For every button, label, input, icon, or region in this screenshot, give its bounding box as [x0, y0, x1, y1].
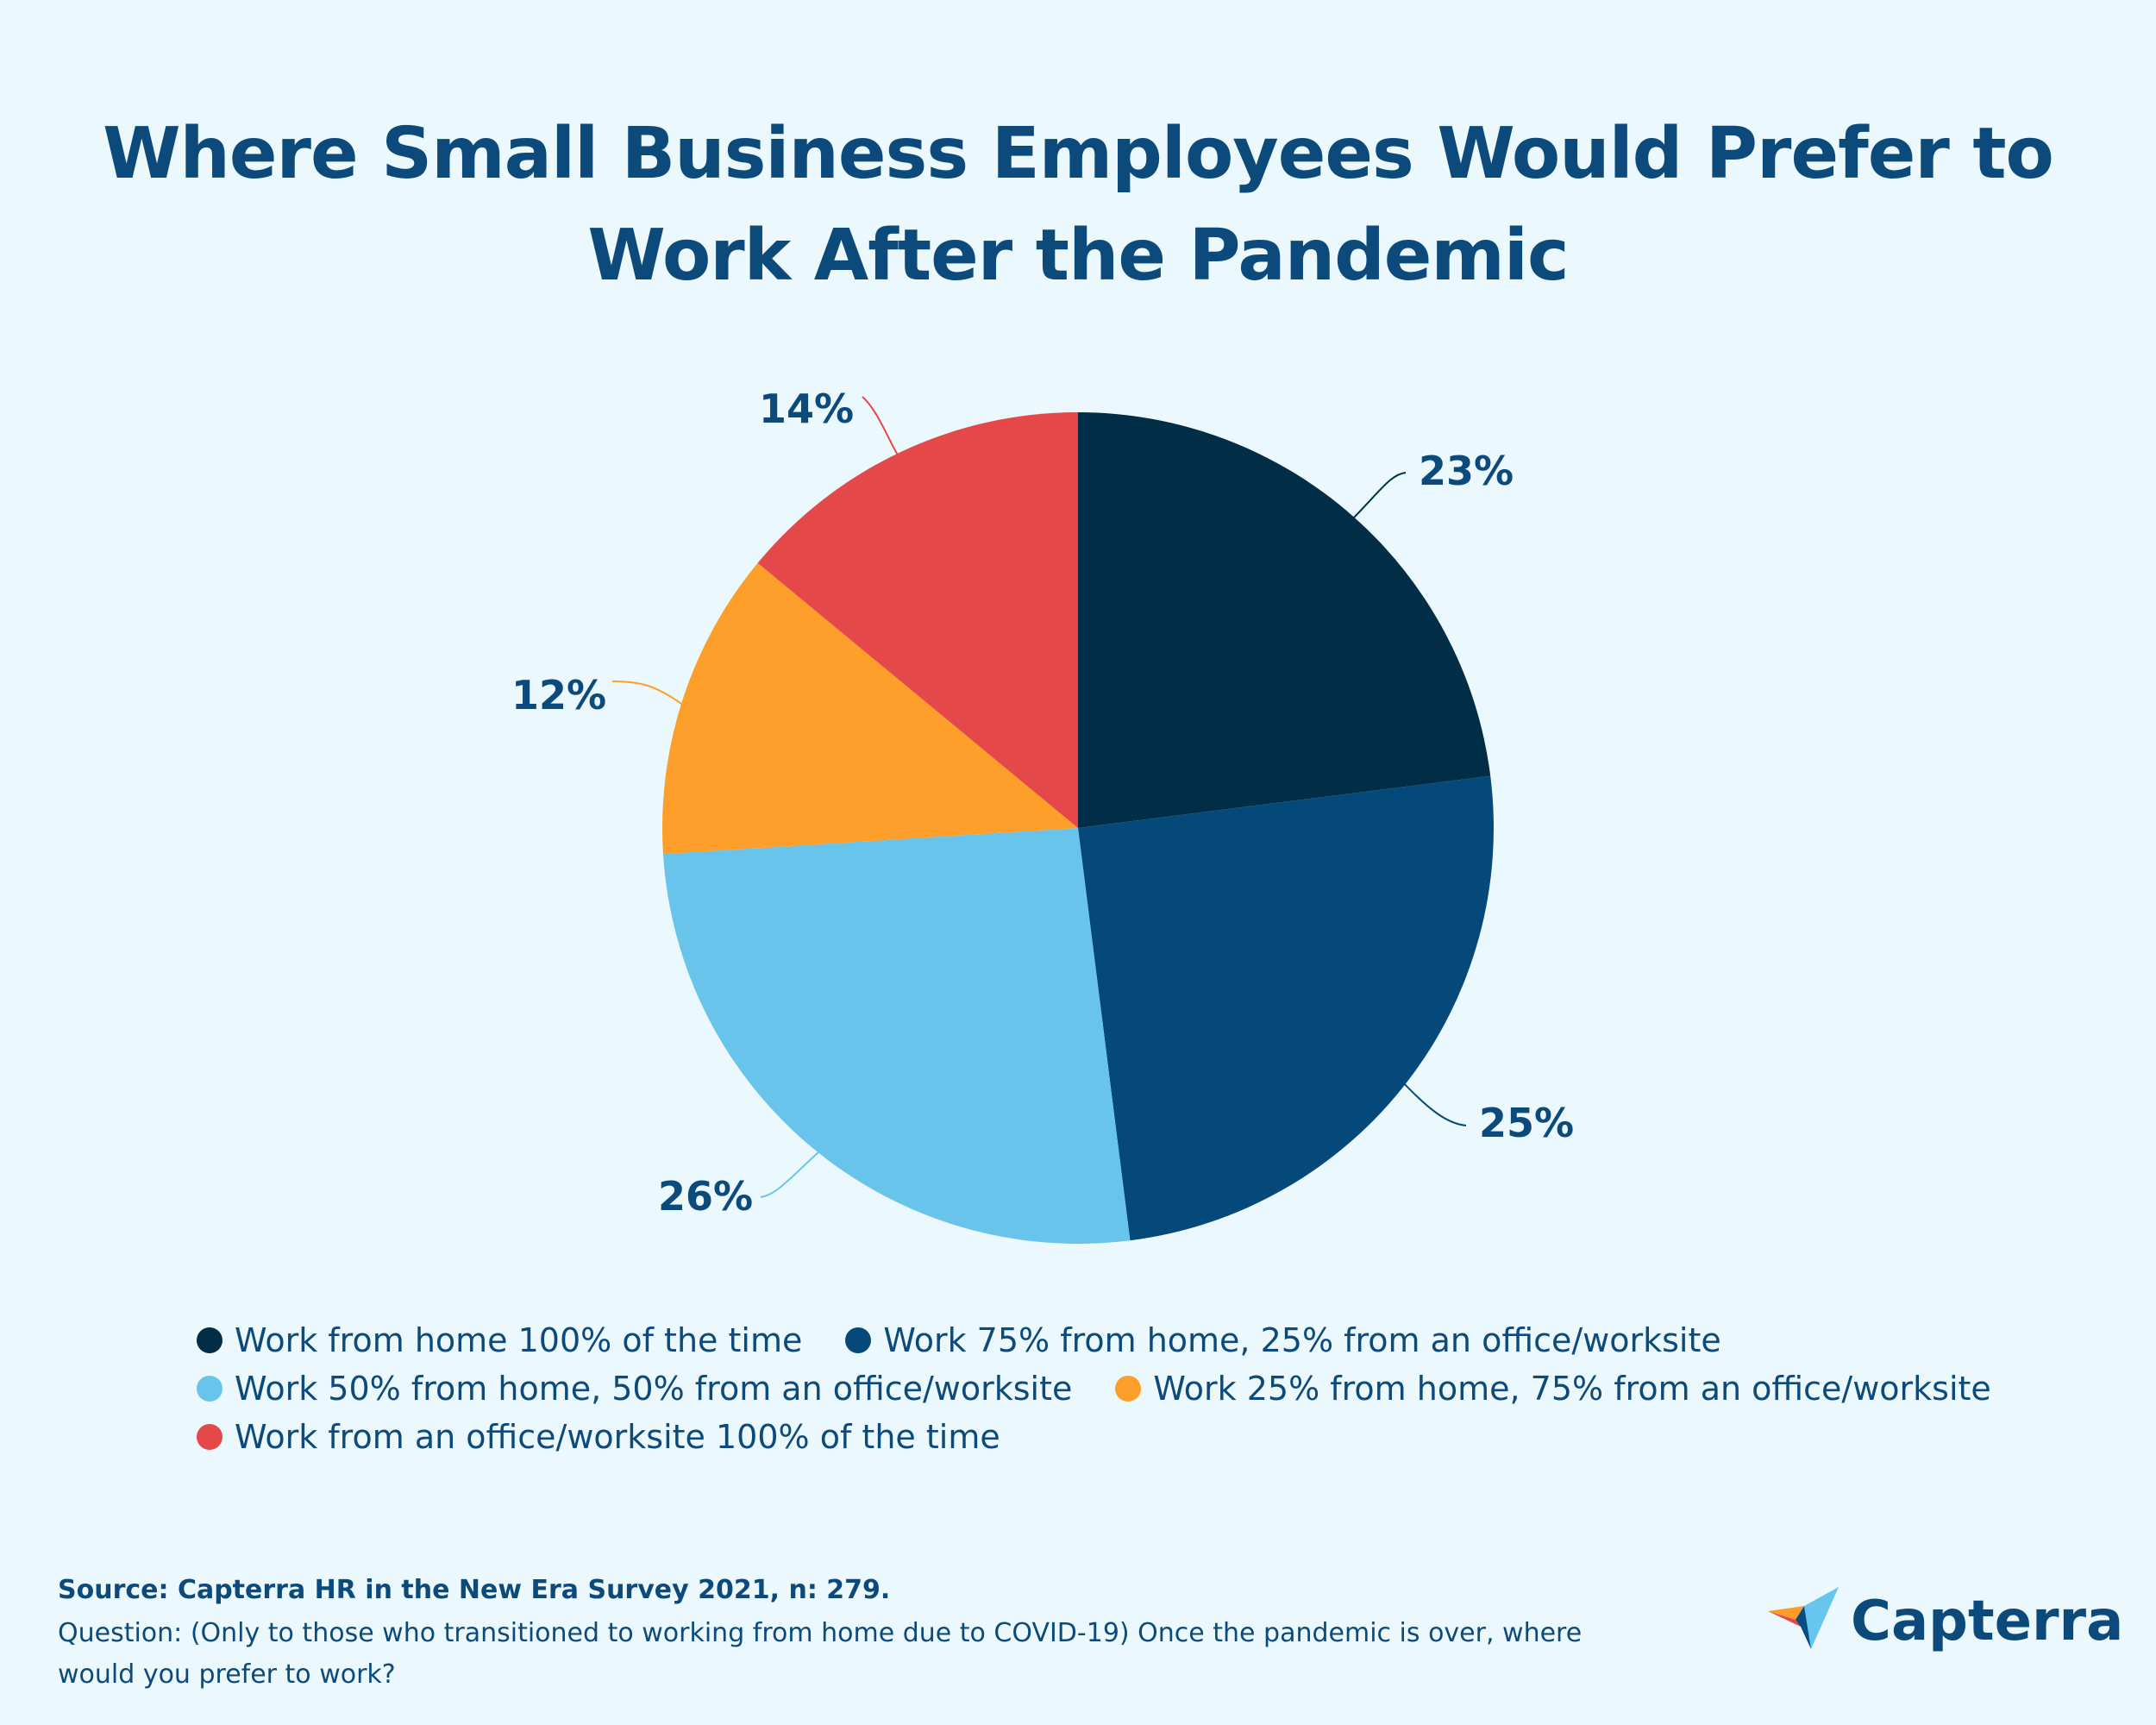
- pie-slice-office-100: [757, 412, 1078, 828]
- leader-line-wfh-25: [611, 681, 685, 706]
- legend-label-wfh-25: Work 25% from home, 75% from an office/w…: [1153, 1370, 1991, 1408]
- legend-swatch-wfh-100: [197, 1327, 222, 1353]
- legend-label-wfh-50: Work 50% from home, 50% from an office/w…: [235, 1370, 1073, 1408]
- data-label-wfh-100: 23%: [1419, 448, 1514, 494]
- capterra-logo: Capterra: [1766, 1587, 2123, 1656]
- leader-line-wfh-100: [1349, 472, 1407, 523]
- legend-item-wfh-100: Work from home 100% of the time: [197, 1316, 802, 1364]
- legend-item-wfh-50: Work 50% from home, 50% from an office/w…: [197, 1364, 1072, 1413]
- legend: Work from home 100% of the time Work 75%…: [197, 1316, 2008, 1461]
- leader-line-wfh-50: [760, 1151, 820, 1198]
- legend-item-office-100: Work from an office/worksite 100% of the…: [197, 1413, 1000, 1461]
- data-label-wfh-75: 25%: [1479, 1100, 1574, 1146]
- legend-swatch-wfh-25: [1115, 1376, 1142, 1402]
- pie-chart: 23% 25% 26% 12% 14%: [511, 386, 1574, 1245]
- legend-swatch-wfh-75: [845, 1327, 872, 1353]
- leader-line-wfh-75: [1401, 1080, 1467, 1126]
- data-label-office-100: 14%: [759, 386, 854, 432]
- legend-item-wfh-25: Work 25% from home, 75% from an office/w…: [1115, 1364, 1991, 1413]
- chart-title-line-1: Where Small Business Employees Would Pre…: [103, 113, 2054, 195]
- pie-slice-wfh-100: [1078, 412, 1491, 828]
- chart-title-line-2: Work After the Pandemic: [587, 215, 1569, 297]
- legend-label-wfh-100: Work from home 100% of the time: [235, 1321, 803, 1359]
- legend-item-wfh-75: Work 75% from home, 25% from an office/w…: [845, 1316, 1721, 1364]
- source-note: Source: Capterra HR in the New Era Surve…: [58, 1575, 891, 1605]
- legend-swatch-wfh-50: [197, 1376, 222, 1402]
- pie-slice-wfh-50: [662, 828, 1131, 1245]
- pie-slice-wfh-25: [662, 562, 1078, 855]
- question-note: Question: (Only to those who transitione…: [58, 1618, 1583, 1690]
- data-label-wfh-25: 12%: [511, 672, 606, 718]
- chart-title: Where Small Business Employees Would Pre…: [0, 104, 2156, 307]
- capterra-logo-text: Capterra: [1851, 1590, 2124, 1653]
- legend-label-office-100: Work from an office/worksite 100% of the…: [235, 1418, 1000, 1456]
- legend-label-wfh-75: Work 75% from home, 25% from an office/w…: [883, 1321, 1721, 1359]
- leader-line-office-100: [862, 396, 900, 459]
- capterra-logo-icon: [1768, 1587, 1839, 1649]
- legend-swatch-office-100: [197, 1424, 222, 1450]
- data-label-wfh-50: 26%: [658, 1173, 753, 1220]
- pie-slice-wfh-75: [1078, 775, 1494, 1241]
